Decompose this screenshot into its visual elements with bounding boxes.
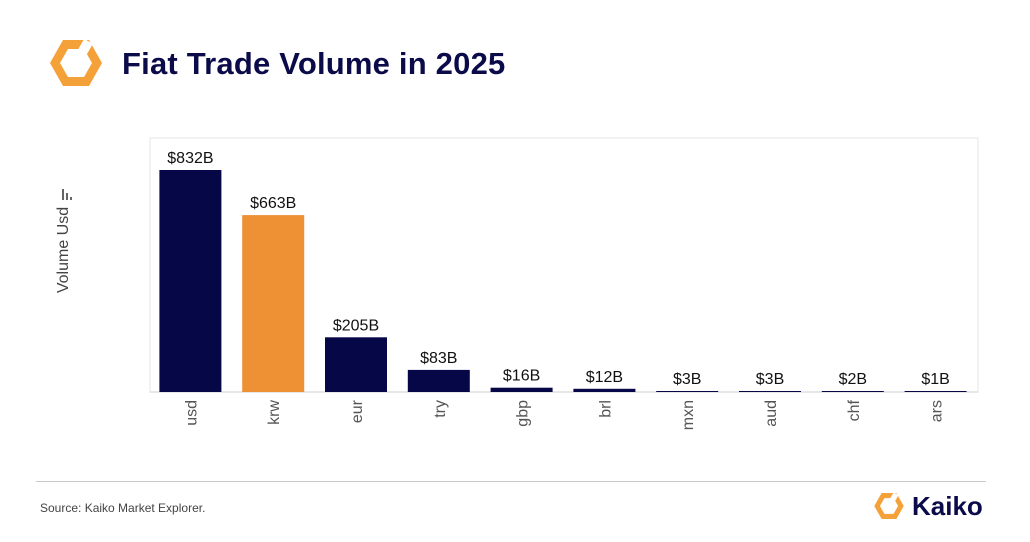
- brand-logo: Kaiko: [872, 488, 983, 524]
- bar-brl: [573, 388, 636, 392]
- bar-try: [407, 369, 470, 392]
- data-label-try: $83B: [420, 350, 457, 367]
- data-label-mxn: $3B: [673, 371, 701, 388]
- data-label-chf: $2B: [839, 371, 867, 388]
- x-tick-krw: krw: [266, 400, 283, 425]
- y-axis-label: Volume Usd: [55, 207, 72, 293]
- x-tick-usd: usd: [183, 400, 200, 426]
- kaiko-logo-icon: [50, 38, 102, 86]
- x-tick-mxn: mxn: [680, 400, 697, 430]
- bar-gbp: [490, 387, 553, 392]
- bar-chart: Volume Usd $832B $663B $205B $83B $16B $12B $3…: [55, 137, 979, 430]
- bar-eur: [325, 337, 387, 392]
- bar-mxn: [656, 391, 719, 392]
- x-tick-try: try: [432, 400, 449, 418]
- source-note: Source: Kaiko Market Explorer.: [40, 501, 206, 515]
- bar-krw: [242, 215, 305, 392]
- x-tick-brl: brl: [597, 400, 614, 418]
- data-label-brl: $12B: [586, 369, 623, 386]
- data-label-ars: $1B: [921, 371, 949, 388]
- bar-chf: [821, 391, 884, 392]
- x-tick-aud: aud: [763, 400, 780, 427]
- brand-name: Kaiko: [912, 490, 983, 521]
- bar-ars: [904, 391, 967, 392]
- data-label-eur: $205B: [333, 317, 379, 334]
- x-tick-chf: chf: [846, 399, 863, 421]
- x-tick-gbp: gbp: [515, 400, 532, 427]
- x-tick-ars: ars: [929, 400, 946, 422]
- data-label-krw: $663B: [250, 195, 296, 212]
- x-tick-eur: eur: [349, 399, 366, 423]
- footer-divider: [36, 481, 986, 482]
- page-title: Fiat Trade Volume in 2025: [122, 46, 506, 81]
- bar-usd: [159, 170, 222, 392]
- kaiko-hexagon-icon: [874, 492, 904, 520]
- bar-aud: [739, 391, 801, 392]
- data-label-usd: $832B: [167, 150, 213, 167]
- data-label-aud: $3B: [756, 371, 784, 388]
- data-label-gbp: $16B: [503, 368, 540, 385]
- sort-bars-icon: [62, 189, 72, 200]
